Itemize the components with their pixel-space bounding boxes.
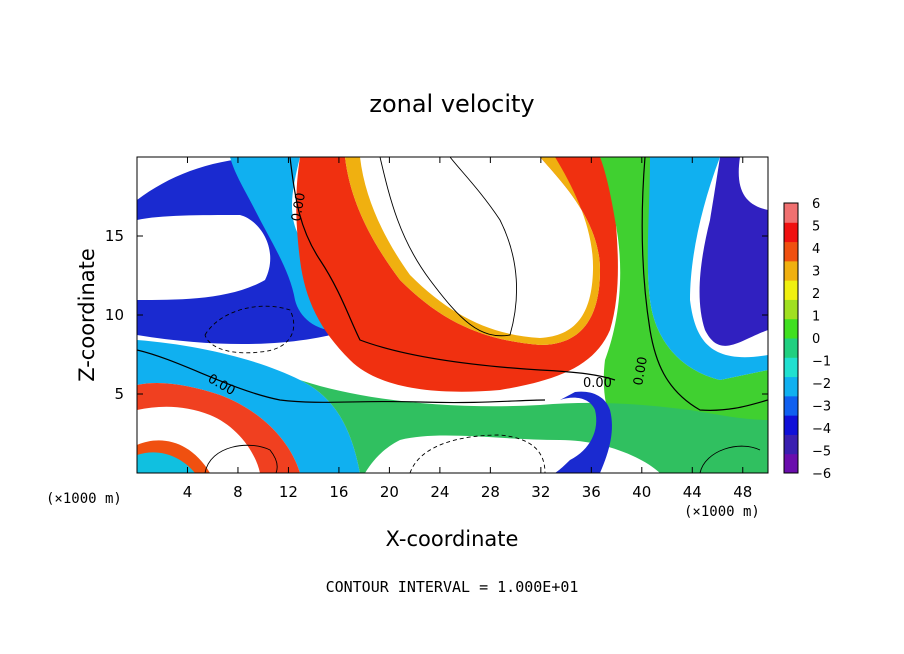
- x-tick-label: 44: [683, 483, 702, 501]
- colorbar-tick-label: −6: [812, 467, 831, 482]
- colorbar-tick-label: −1: [812, 355, 831, 370]
- colorbar-ticks: 6 5 4 3 2 1 0 −1 −2 −3 −4 −5 −6: [812, 197, 831, 482]
- colorbar-swatch: [784, 203, 798, 223]
- colorbar-tick-label: 4: [812, 242, 820, 257]
- colorbar-tick-label: −3: [812, 400, 831, 415]
- colorbar-tick-label: 2: [812, 287, 820, 302]
- colorbar-swatch: [784, 222, 798, 242]
- x-unit-left: (×1000 m): [46, 491, 122, 507]
- colorbar-tick-label: 0: [812, 332, 820, 347]
- x-tick-label: 16: [329, 483, 348, 501]
- colorbar-tick-label: 5: [812, 220, 820, 235]
- colorbar-tick-label: −4: [812, 422, 831, 437]
- colorbar-swatch: [784, 338, 798, 358]
- x-tick-label: 48: [733, 483, 752, 501]
- colorbar: [784, 203, 798, 474]
- x-tick-label: 4: [183, 483, 193, 501]
- x-tick-label: 24: [430, 483, 449, 501]
- x-tick-label: 8: [233, 483, 243, 501]
- x-tick-label: 12: [279, 483, 298, 501]
- colorbar-swatch: [784, 242, 798, 262]
- colorbar-swatch: [784, 434, 798, 454]
- colorbar-swatch: [784, 454, 798, 474]
- colorbar-swatch: [784, 261, 798, 281]
- y-tick-label: 10: [105, 306, 124, 324]
- colorbar-swatch: [784, 319, 798, 339]
- chart-title: zonal velocity: [369, 90, 534, 118]
- colorbar-swatch: [784, 415, 798, 435]
- colorbar-swatch: [784, 280, 798, 300]
- x-axis-title: X-coordinate: [386, 527, 519, 551]
- colorbar-swatch: [784, 357, 798, 377]
- x-tick-label: 36: [582, 483, 601, 501]
- contour-interval: CONTOUR INTERVAL = 1.000E+01: [326, 578, 579, 596]
- x-tick-label: 28: [481, 483, 500, 501]
- colorbar-swatch: [784, 377, 798, 397]
- x-tick-label: 40: [632, 483, 651, 501]
- colorbar-swatch: [784, 299, 798, 319]
- x-unit-right: (×1000 m): [684, 504, 760, 520]
- colorbar-tick-label: −5: [812, 445, 831, 460]
- contour-label-3: 0.00: [583, 376, 612, 391]
- colorbar-swatch: [784, 396, 798, 416]
- colorbar-tick-label: 3: [812, 265, 820, 280]
- y-tick-label: 5: [114, 385, 124, 403]
- x-tick-label: 32: [531, 483, 550, 501]
- colorbar-tick-label: 6: [812, 197, 820, 212]
- velocity-field: [137, 157, 768, 473]
- colorbar-tick-label: −2: [812, 377, 831, 392]
- x-tick-label: 20: [380, 483, 399, 501]
- y-tick-label: 15: [105, 227, 124, 245]
- colorbar-tick-label: 1: [812, 310, 820, 325]
- zonal-velocity-figure: zonal velocity 0.00 0.00: [0, 0, 904, 654]
- y-axis-title: Z-coordinate: [75, 248, 99, 382]
